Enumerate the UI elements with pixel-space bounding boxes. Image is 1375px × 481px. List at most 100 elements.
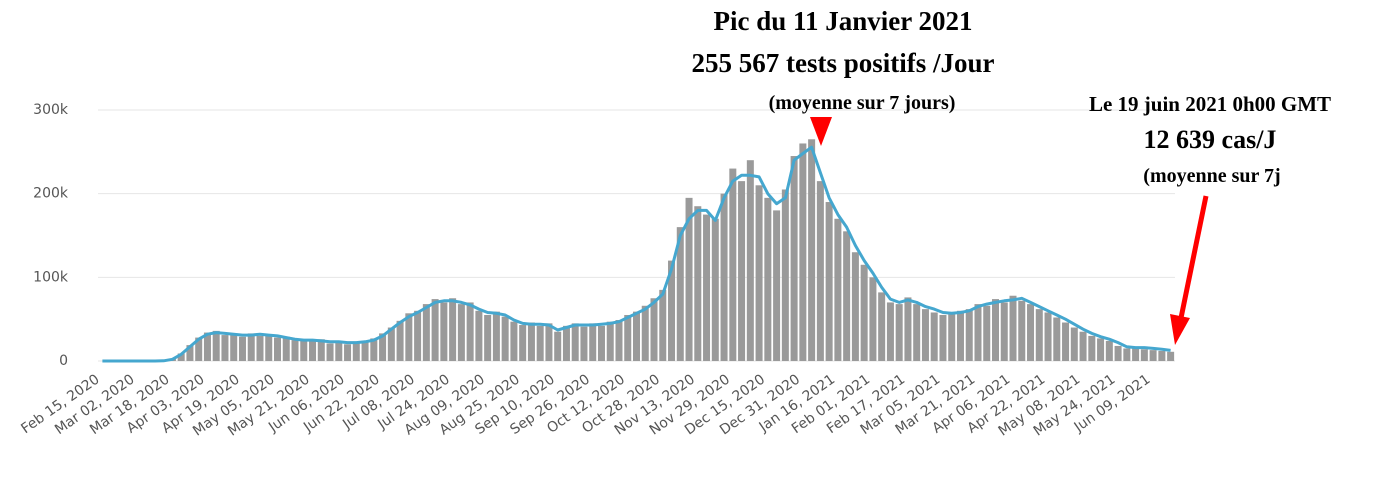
bar xyxy=(387,327,395,361)
bar xyxy=(484,314,492,361)
bar xyxy=(641,305,649,361)
average-line xyxy=(102,145,1171,363)
bar xyxy=(177,353,185,361)
bar xyxy=(1132,348,1140,361)
y-tick-label: 0 xyxy=(59,353,68,369)
bar xyxy=(886,302,894,361)
bar xyxy=(256,335,264,361)
bar xyxy=(939,314,947,361)
bar xyxy=(606,321,614,361)
bar xyxy=(991,299,1000,361)
bar xyxy=(851,252,859,361)
bar xyxy=(650,298,658,361)
bar xyxy=(352,341,360,361)
bar xyxy=(1035,309,1043,361)
bar xyxy=(965,309,973,361)
bar xyxy=(694,206,702,361)
bar xyxy=(589,323,597,361)
bar xyxy=(632,311,641,361)
bar xyxy=(808,139,816,361)
bar xyxy=(457,304,465,361)
bar xyxy=(466,302,474,361)
bar xyxy=(790,156,798,361)
bar xyxy=(536,325,544,361)
bar xyxy=(492,311,500,361)
bar xyxy=(755,185,763,361)
bar xyxy=(273,337,282,361)
bar xyxy=(361,340,369,361)
bar xyxy=(186,345,194,361)
bar xyxy=(519,325,527,361)
bar xyxy=(238,336,246,361)
bar xyxy=(781,189,789,361)
bar xyxy=(309,340,317,361)
bar xyxy=(1062,322,1070,361)
bar xyxy=(597,325,605,361)
bar xyxy=(676,227,684,361)
bar xyxy=(1140,349,1148,361)
bar xyxy=(545,323,553,361)
bar xyxy=(1088,335,1096,361)
bar xyxy=(668,260,676,361)
bar xyxy=(1158,350,1166,361)
bar xyxy=(1053,317,1061,361)
last-arrow-shaft xyxy=(1178,195,1209,319)
bar xyxy=(983,305,991,361)
bar xyxy=(773,210,781,361)
bar xyxy=(948,314,956,361)
bar xyxy=(440,302,448,361)
bar xyxy=(475,310,483,361)
peak-arrow xyxy=(810,117,832,146)
bar xyxy=(834,218,842,361)
bar xyxy=(1097,338,1105,361)
bar xyxy=(221,335,229,361)
bar xyxy=(1123,348,1131,361)
bar xyxy=(685,197,693,361)
y-tick-label: 300k xyxy=(33,102,69,118)
bar xyxy=(554,331,562,361)
bar xyxy=(1027,304,1035,361)
bar xyxy=(764,197,772,361)
bar xyxy=(527,322,535,361)
bar xyxy=(501,316,509,361)
bar xyxy=(571,323,579,361)
peak-note: (moyenne sur 7 jours) xyxy=(769,92,956,114)
bar xyxy=(1009,295,1017,361)
bar xyxy=(195,337,203,361)
bar xyxy=(317,339,325,361)
bar xyxy=(562,325,570,361)
bar xyxy=(1070,327,1078,361)
last-value: 12 639 cas/J xyxy=(1144,125,1277,154)
bar xyxy=(825,202,833,361)
last-title: Le 19 juin 2021 0h00 GMT xyxy=(1089,92,1331,116)
bar xyxy=(1105,340,1113,361)
bar xyxy=(370,338,378,361)
bar xyxy=(974,304,982,361)
bar xyxy=(913,304,921,361)
bar xyxy=(379,333,387,361)
y-tick-label: 200k xyxy=(33,186,69,202)
peak-title: Pic du 11 Janvier 2021 xyxy=(713,6,972,36)
bar xyxy=(624,314,632,361)
bar xyxy=(895,304,903,361)
bar xyxy=(904,297,912,361)
peak-value: 255 567 tests positifs /Jour xyxy=(692,48,995,78)
bar xyxy=(816,181,824,361)
bar xyxy=(1000,302,1008,361)
bar xyxy=(956,310,964,361)
bar xyxy=(1044,312,1052,361)
bar xyxy=(282,336,290,361)
bar xyxy=(1079,331,1087,361)
bar xyxy=(405,313,413,361)
bar xyxy=(344,344,352,361)
last-note: (moyenne sur 7j xyxy=(1143,165,1280,187)
bar xyxy=(300,339,308,361)
bar xyxy=(711,218,719,361)
bar xyxy=(1114,345,1122,361)
bar xyxy=(746,160,754,361)
bar xyxy=(720,193,728,361)
bar xyxy=(729,168,737,361)
bar xyxy=(869,277,877,361)
